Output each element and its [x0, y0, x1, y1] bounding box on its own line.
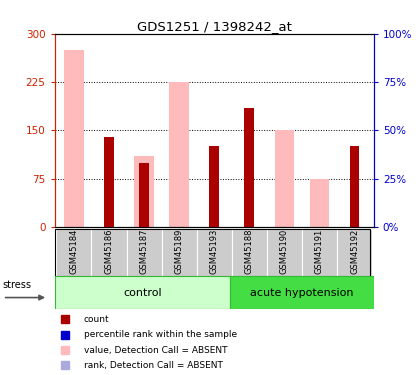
Text: GSM45189: GSM45189	[175, 228, 184, 274]
Bar	[267, 229, 302, 276]
Text: GSM45190: GSM45190	[280, 229, 289, 274]
Text: GSM45187: GSM45187	[139, 228, 149, 274]
Text: GSM45186: GSM45186	[105, 228, 113, 274]
Bar	[56, 229, 92, 276]
Bar	[232, 229, 267, 276]
Text: GSM45188: GSM45188	[245, 228, 254, 274]
Bar	[302, 229, 337, 276]
Bar	[126, 229, 162, 276]
Bar	[104, 137, 114, 227]
Title: GDS1251 / 1398242_at: GDS1251 / 1398242_at	[137, 20, 291, 33]
Text: value, Detection Call = ABSENT: value, Detection Call = ABSENT	[84, 346, 227, 355]
Bar	[275, 130, 294, 227]
Text: percentile rank within the sample: percentile rank within the sample	[84, 330, 237, 339]
Bar	[139, 162, 149, 227]
Text: control: control	[123, 288, 162, 297]
Text: acute hypotension: acute hypotension	[250, 288, 354, 297]
Bar	[162, 229, 197, 276]
Text: GSM45192: GSM45192	[350, 229, 359, 274]
Bar	[349, 146, 360, 227]
Bar	[134, 156, 154, 227]
Bar	[209, 146, 219, 227]
Text: GSM45193: GSM45193	[210, 228, 219, 274]
Bar	[337, 229, 372, 276]
Text: GSM45191: GSM45191	[315, 229, 324, 274]
Text: GSM45184: GSM45184	[69, 228, 79, 274]
Text: rank, Detection Call = ABSENT: rank, Detection Call = ABSENT	[84, 361, 223, 370]
Bar	[55, 276, 230, 309]
Bar	[64, 50, 84, 227]
Bar	[92, 229, 126, 276]
Bar	[244, 108, 254, 227]
Bar	[230, 276, 374, 309]
Text: stress: stress	[3, 280, 32, 290]
Bar	[197, 229, 232, 276]
Text: count: count	[84, 315, 109, 324]
Bar	[310, 178, 329, 227]
Bar	[170, 82, 189, 227]
